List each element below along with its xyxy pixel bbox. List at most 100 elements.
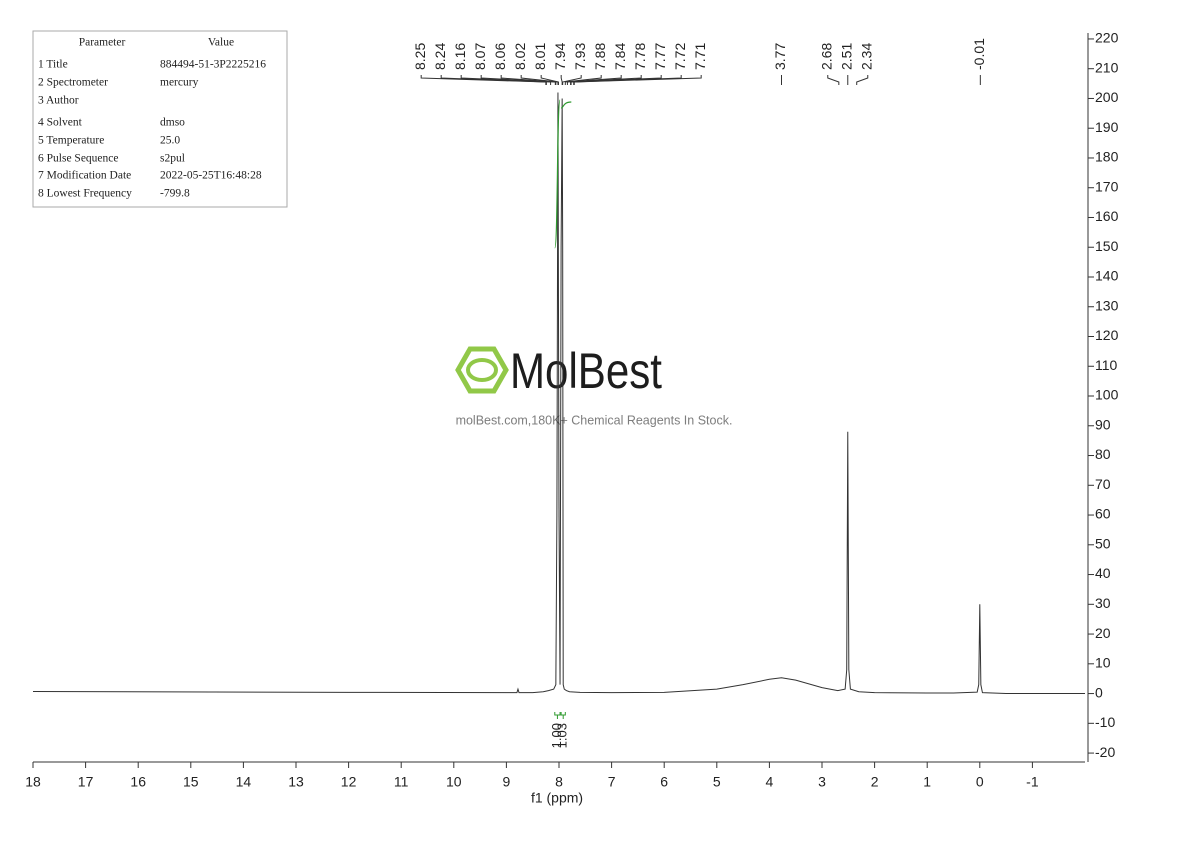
table-cell: s2pul xyxy=(160,153,185,165)
integral-curve xyxy=(554,99,561,249)
table-cell: -799.8 xyxy=(160,188,190,200)
y-tick-label: 10 xyxy=(1095,655,1111,671)
y-tick-label: 140 xyxy=(1095,268,1119,284)
y-tick-label: 220 xyxy=(1095,30,1119,46)
x-tick-label: 10 xyxy=(446,774,462,790)
y-tick-label: 210 xyxy=(1095,59,1119,75)
x-tick-label: 18 xyxy=(25,774,41,790)
peak-label: 8.25 xyxy=(412,43,428,70)
peak-label: 2.68 xyxy=(818,43,834,70)
table-header: Parameter xyxy=(79,37,126,49)
x-tick-label: 12 xyxy=(341,774,357,790)
peak-connector xyxy=(573,75,702,85)
table-cell: 5 Temperature xyxy=(38,135,104,147)
peak-connector xyxy=(440,75,547,85)
peak-connector xyxy=(480,75,556,85)
logo-hexagon xyxy=(455,346,509,394)
integral-label: 1.00 xyxy=(549,723,564,748)
y-tick-label: 100 xyxy=(1095,387,1119,403)
x-tick-label: 11 xyxy=(394,774,409,790)
x-tick-label: 13 xyxy=(288,774,304,790)
parameter-table: Parameter Value 1 Title 884494-51-3P2225216… xyxy=(32,30,288,208)
integral-bracket xyxy=(560,712,566,719)
peak-label: 8.06 xyxy=(492,43,508,70)
peak-connector xyxy=(500,75,557,85)
y-tick-label: 150 xyxy=(1095,238,1119,254)
y-tick-label: 170 xyxy=(1095,178,1119,194)
y-tick-label: 160 xyxy=(1095,208,1119,224)
peak-label: 7.78 xyxy=(632,43,648,70)
peak-label: 8.24 xyxy=(432,43,448,70)
peak-connector xyxy=(564,75,602,85)
table-border xyxy=(32,30,288,208)
y-tick-label: 70 xyxy=(1095,476,1111,492)
x-tick-label: 16 xyxy=(130,774,146,790)
table-cell: dmso xyxy=(160,117,185,129)
y-tick-label: 40 xyxy=(1095,565,1111,581)
integral-curve xyxy=(560,101,572,109)
y-tick-label: 110 xyxy=(1095,357,1118,373)
table-cell: 8 Lowest Frequency xyxy=(38,188,132,200)
watermark-tagline: molBest.com,180K+ Chemical Reagents In S… xyxy=(456,413,733,427)
peak-connector xyxy=(560,75,563,85)
y-tick-label: -10 xyxy=(1095,714,1115,730)
peak-label: 2.51 xyxy=(838,43,854,70)
table-cell: 1 Title xyxy=(38,59,68,71)
y-tick-label: 0 xyxy=(1095,684,1103,700)
peak-connector xyxy=(562,75,582,85)
y-tick-label: 130 xyxy=(1095,297,1119,313)
peak-label: 3.77 xyxy=(772,43,788,70)
y-tick-label: 80 xyxy=(1095,446,1111,462)
y-tick-label: 30 xyxy=(1095,595,1111,611)
watermark-brand: MolBest xyxy=(510,343,662,399)
x-tick-label: 1 xyxy=(923,774,931,790)
peak-label: -0.01 xyxy=(971,38,987,70)
y-tick-label: 180 xyxy=(1095,149,1119,165)
peak-label: 7.93 xyxy=(572,43,588,70)
table-cell: 2 Spectrometer xyxy=(38,77,108,89)
spectrum xyxy=(32,92,1085,695)
table-cell: 4 Solvent xyxy=(38,117,83,129)
y-tick-label: 200 xyxy=(1095,89,1119,105)
table-cell: 2022-05-25T16:48:28 xyxy=(160,170,262,182)
integral-label: 1.03 xyxy=(555,723,570,748)
table-cell: 6 Pulse Sequence xyxy=(38,153,118,165)
peak-label: 2.34 xyxy=(858,43,874,70)
x-tick-label: -1 xyxy=(1026,774,1039,790)
y-tick-label: 120 xyxy=(1095,327,1119,343)
y-tick-label: -20 xyxy=(1095,744,1115,760)
peak-connector xyxy=(460,75,552,85)
peak-connector xyxy=(540,75,559,85)
y-tick-label: 20 xyxy=(1095,625,1111,641)
peak-label: 8.16 xyxy=(452,43,468,70)
x-tick-label: 14 xyxy=(236,774,252,790)
peak-label: 7.71 xyxy=(692,43,708,70)
peak-connector xyxy=(566,75,622,85)
table-cell: 3 Author xyxy=(38,95,79,107)
x-tick-label: 17 xyxy=(78,774,94,790)
x-tick-label: 15 xyxy=(183,774,199,790)
logo-ring xyxy=(466,358,498,382)
x-tick-label: 7 xyxy=(608,774,616,790)
table-header: Value xyxy=(208,37,234,49)
peak-label: 7.77 xyxy=(652,43,668,70)
y-tick-label: 60 xyxy=(1095,506,1111,522)
peak-label: 7.94 xyxy=(552,43,568,70)
table-cell: 25.0 xyxy=(160,135,180,147)
x-tick-label: 3 xyxy=(818,774,826,790)
x-tick-label: 5 xyxy=(713,774,721,790)
peak-label: 8.07 xyxy=(472,43,488,70)
peak-label: 7.72 xyxy=(672,43,688,70)
peak-label: 8.02 xyxy=(512,43,528,70)
y-tick-label: 90 xyxy=(1095,416,1111,432)
x-tick-label: 8 xyxy=(555,774,563,790)
table-cell: mercury xyxy=(160,77,199,89)
x-axis-title: f1 (ppm) xyxy=(531,790,583,806)
peak-connector xyxy=(520,75,559,85)
peak-label: 7.88 xyxy=(592,43,608,70)
peak-label: 8.01 xyxy=(532,43,548,70)
y-tick-label: 190 xyxy=(1095,119,1119,135)
x-tick-label: 9 xyxy=(503,774,511,790)
watermark: MolBest molBest.com,180K+ Chemical Reage… xyxy=(455,343,733,427)
